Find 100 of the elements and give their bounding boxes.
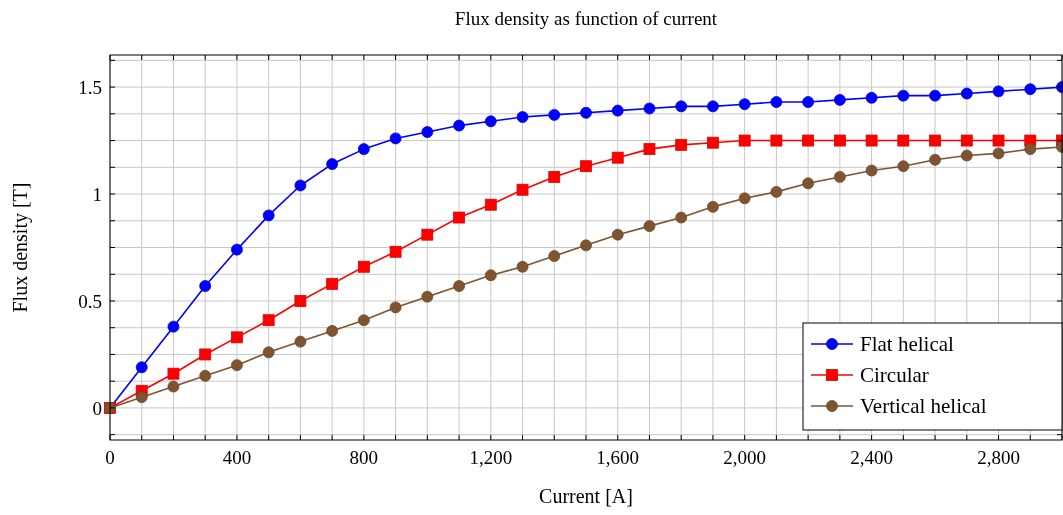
x-tick-label: 1,600 bbox=[596, 447, 640, 468]
point bbox=[167, 320, 180, 333]
point bbox=[992, 147, 1005, 160]
point bbox=[326, 158, 339, 170]
point bbox=[802, 134, 815, 147]
point bbox=[992, 134, 1005, 147]
point bbox=[611, 104, 624, 117]
point bbox=[802, 96, 815, 108]
point bbox=[675, 211, 688, 224]
point bbox=[357, 260, 370, 273]
point bbox=[357, 314, 370, 327]
point bbox=[833, 171, 846, 183]
point bbox=[738, 98, 751, 111]
point bbox=[992, 85, 1005, 98]
point bbox=[770, 185, 783, 198]
point bbox=[167, 380, 180, 393]
point bbox=[262, 314, 275, 327]
point bbox=[199, 280, 212, 292]
point bbox=[707, 136, 719, 149]
point bbox=[643, 220, 656, 233]
point bbox=[421, 290, 434, 303]
y-tick-label: 1.5 bbox=[78, 77, 102, 99]
point bbox=[929, 89, 941, 102]
point bbox=[1024, 83, 1037, 96]
point bbox=[294, 179, 307, 192]
point bbox=[167, 367, 180, 380]
point bbox=[453, 211, 465, 224]
point bbox=[960, 134, 973, 147]
point bbox=[516, 111, 529, 123]
point bbox=[357, 143, 370, 156]
point bbox=[580, 160, 592, 173]
point bbox=[421, 126, 434, 138]
point bbox=[199, 369, 212, 382]
chart-title: Flux density as function of current bbox=[454, 8, 718, 29]
point bbox=[897, 134, 910, 147]
x-tick-label: 2,800 bbox=[977, 447, 1020, 468]
point bbox=[389, 301, 402, 314]
point bbox=[231, 331, 243, 344]
point bbox=[484, 269, 497, 282]
point bbox=[929, 153, 941, 166]
legend-label: Circular bbox=[860, 363, 929, 387]
point bbox=[675, 138, 688, 151]
point bbox=[484, 198, 497, 211]
y-axis-title: Flux density [T] bbox=[9, 182, 32, 313]
point bbox=[960, 87, 973, 100]
point bbox=[738, 134, 751, 147]
point bbox=[484, 115, 497, 128]
point bbox=[611, 228, 624, 241]
point bbox=[231, 359, 243, 372]
point bbox=[135, 361, 148, 374]
point bbox=[326, 325, 339, 337]
point bbox=[580, 239, 592, 252]
x-tick-label: 1,200 bbox=[469, 447, 513, 468]
point bbox=[548, 171, 561, 183]
x-tick-label: 2,400 bbox=[850, 447, 893, 468]
point bbox=[833, 94, 846, 106]
point bbox=[770, 134, 783, 147]
point bbox=[611, 151, 624, 164]
y-tick-label: 0.5 bbox=[78, 290, 102, 312]
point bbox=[516, 260, 529, 273]
point bbox=[199, 348, 212, 361]
point bbox=[262, 346, 275, 359]
x-tick-label: 2,000 bbox=[723, 447, 767, 468]
point bbox=[548, 250, 561, 262]
point bbox=[707, 100, 719, 113]
point bbox=[421, 228, 434, 241]
point bbox=[865, 91, 878, 104]
point bbox=[516, 183, 529, 196]
point bbox=[389, 245, 402, 258]
point bbox=[1024, 143, 1037, 156]
y-tick-label: 1 bbox=[92, 184, 102, 206]
legend-label: Flat helical bbox=[860, 332, 955, 356]
point bbox=[643, 102, 656, 115]
point bbox=[802, 177, 815, 190]
point bbox=[294, 335, 307, 348]
point bbox=[326, 277, 339, 290]
x-tick-label: 400 bbox=[222, 447, 252, 468]
point bbox=[833, 134, 846, 147]
x-tick-label: 800 bbox=[349, 447, 379, 468]
point bbox=[231, 243, 243, 256]
x-tick-label: 0 bbox=[105, 447, 115, 468]
point bbox=[960, 149, 973, 162]
point bbox=[738, 192, 751, 205]
point bbox=[389, 132, 402, 145]
y-tick-label: 0 bbox=[92, 397, 102, 419]
point bbox=[548, 108, 561, 121]
point bbox=[453, 119, 465, 132]
legend-label: Vertical helical bbox=[860, 394, 987, 418]
point bbox=[580, 106, 592, 119]
point bbox=[770, 96, 783, 108]
point bbox=[707, 200, 719, 213]
point bbox=[675, 100, 688, 113]
point bbox=[897, 89, 910, 102]
point bbox=[453, 280, 465, 292]
point bbox=[135, 391, 148, 404]
point bbox=[262, 209, 275, 222]
point bbox=[929, 134, 941, 147]
point bbox=[643, 143, 656, 156]
point bbox=[294, 295, 307, 307]
point bbox=[865, 164, 878, 177]
